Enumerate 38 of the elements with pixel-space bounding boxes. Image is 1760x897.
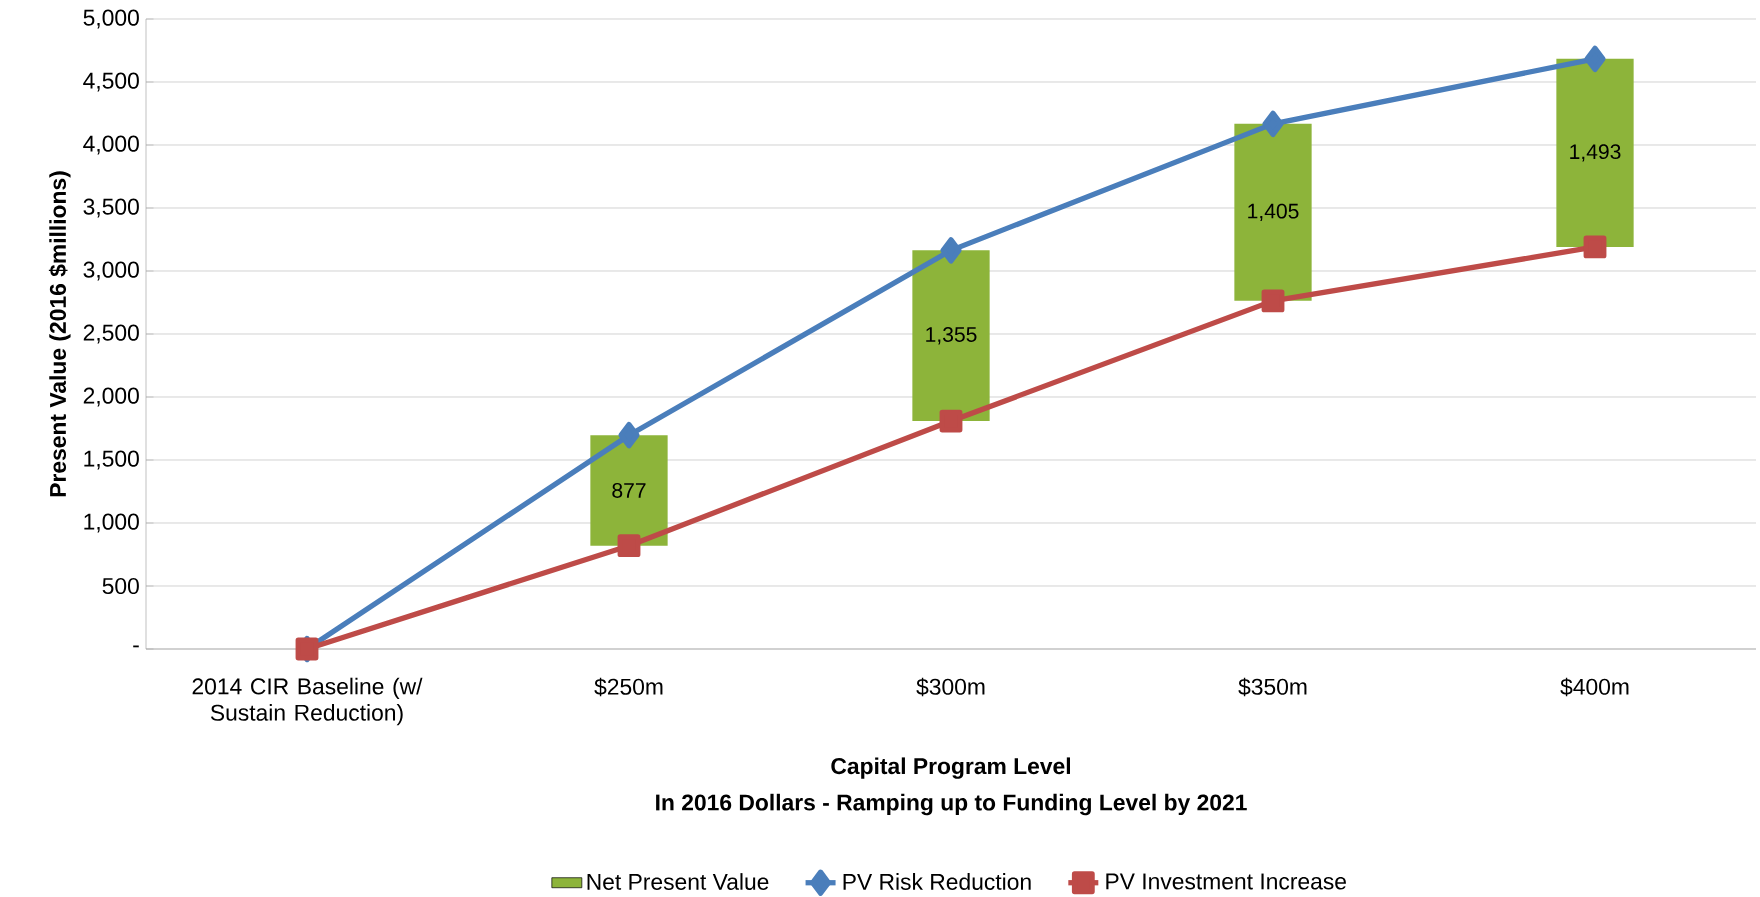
legend-label: PV Risk Reduction [843, 873, 1031, 890]
bar [912, 250, 990, 422]
data-label: 1,405 [1248, 203, 1299, 222]
y-tick-label: 4,000 [83, 135, 139, 155]
y-tick-label: 4,500 [83, 72, 139, 92]
y-tick-label: 500 [102, 577, 139, 595]
x-axis-title: Capital Program Level [831, 757, 1070, 779]
point [1261, 289, 1285, 313]
x-tick-label: 2014 CIR Baseline (w/ Sustain Reduction) [192, 677, 423, 726]
y-tick-label: 2,000 [83, 387, 139, 407]
point [1584, 45, 1606, 73]
data-label: 1,355 [926, 327, 977, 345]
bar [590, 435, 668, 546]
legend-label: Net Present Value [587, 873, 769, 890]
y-tick-label: 3,000 [83, 261, 139, 281]
y-tick-label: 2,500 [83, 324, 139, 344]
x-tick-label: $250m [594, 677, 663, 697]
data-label: 877 [612, 482, 646, 498]
y-tick-label: - [133, 645, 139, 648]
y-tick-label: 1,000 [84, 513, 139, 533]
x-tick-label: $350m [1238, 677, 1307, 697]
x-tick-label: $400m [1560, 677, 1629, 697]
point [939, 409, 963, 433]
bar [1234, 123, 1312, 301]
point [940, 237, 962, 264]
x-tick-label: $300m [916, 677, 985, 697]
y-tick-label: 5,000 [83, 9, 139, 29]
point [1262, 110, 1284, 138]
point [1583, 235, 1607, 259]
y-tick-label: 3,500 [83, 198, 139, 218]
legend-label: PV Investment Increase [1106, 873, 1346, 890]
y-tick-label: 1,500 [84, 450, 139, 470]
data-label: 1,493 [1570, 144, 1621, 162]
point [617, 534, 641, 558]
text: In 2016 Dollars - Ramping up to Funding Level by 2021 [656, 793, 1247, 816]
y-axis-title: Present Value (2016 $millions) [48, 171, 71, 497]
bar [1556, 58, 1634, 247]
point [618, 422, 640, 449]
